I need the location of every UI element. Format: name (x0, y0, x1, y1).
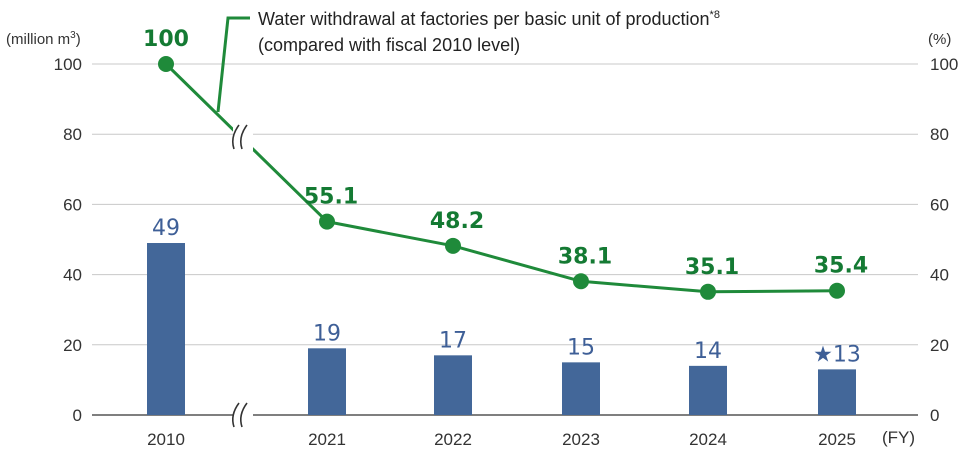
bar-data-label: 19 (313, 321, 341, 346)
x-tick-label: 2025 (818, 430, 856, 449)
line-series (158, 56, 845, 300)
left-tick-label: 20 (63, 336, 82, 355)
line-point (158, 56, 174, 72)
bar-data-label: 14 (694, 339, 722, 364)
axis-break-marks (232, 123, 253, 429)
right-axis-label: (%) (928, 31, 951, 48)
x-tick-label: 2021 (308, 430, 346, 449)
right-axis-ticks: 0 20 40 60 80 100 (930, 55, 958, 425)
left-tick-label: 100 (54, 55, 82, 74)
line-point (319, 213, 335, 230)
bar (818, 369, 856, 415)
bar (562, 362, 600, 415)
left-tick-label: 0 (73, 406, 82, 425)
right-tick-label: 60 (930, 195, 949, 214)
bar-data-label: 17 (439, 328, 467, 353)
line-data-label: 35.4 (814, 254, 868, 279)
legend-line1: Water withdrawal at factories per basic … (258, 9, 720, 29)
left-axis-ticks: 0 20 40 60 80 100 (54, 55, 82, 425)
line-data-label: 100 (143, 27, 189, 52)
right-tick-label: 20 (930, 336, 949, 355)
axis-break-gap (233, 123, 253, 151)
axis-break-gap (233, 401, 253, 429)
x-tick-label: 2010 (147, 430, 185, 449)
axis-break-stroke (232, 402, 240, 428)
bar-labels: 49 19 17 15 14 ★13 (152, 216, 861, 367)
right-tick-label: 0 (930, 406, 939, 425)
bar-data-label: 49 (152, 216, 180, 241)
right-tick-label: 40 (930, 266, 949, 285)
series-line (164, 62, 838, 294)
bar (308, 348, 346, 415)
bar-series (147, 243, 856, 415)
axis-break-stroke (232, 124, 240, 150)
legend-leader-line (216, 16, 250, 113)
legend-line2: (compared with fiscal 2010 level) (258, 35, 520, 55)
line-point (700, 283, 716, 300)
line-labels: 100 55.1 48.2 38.1 35.1 35.4 (143, 27, 868, 280)
right-tick-label: 80 (930, 125, 949, 144)
right-tick-label: 100 (930, 55, 958, 74)
bar (147, 243, 185, 415)
line-data-label: 35.1 (685, 255, 739, 280)
x-axis-tick-labels: 2010 2021 2022 2023 2024 2025 (147, 430, 856, 449)
x-axis-unit: (FY) (882, 428, 915, 447)
line-point (573, 273, 589, 290)
bar-data-label: 15 (567, 335, 595, 360)
line-point (829, 282, 845, 299)
left-axis-label: (million m3) (6, 30, 81, 48)
grid-lines (92, 63, 918, 416)
bar (434, 355, 472, 415)
bar (689, 365, 727, 415)
line-data-label: 55.1 (304, 185, 358, 210)
left-tick-label: 80 (63, 125, 82, 144)
line-data-label: 38.1 (558, 244, 612, 269)
axis-break-stroke (240, 402, 248, 428)
axis-break-stroke (240, 124, 248, 150)
left-tick-label: 40 (63, 266, 82, 285)
bar-data-label: ★13 (813, 342, 861, 367)
legend: Water withdrawal at factories per basic … (216, 9, 720, 113)
x-tick-label: 2024 (689, 430, 727, 449)
line-data-label: 48.2 (430, 209, 484, 234)
x-tick-label: 2022 (434, 430, 472, 449)
x-tick-label: 2023 (562, 430, 600, 449)
line-point (445, 237, 461, 254)
left-tick-label: 60 (63, 195, 82, 214)
